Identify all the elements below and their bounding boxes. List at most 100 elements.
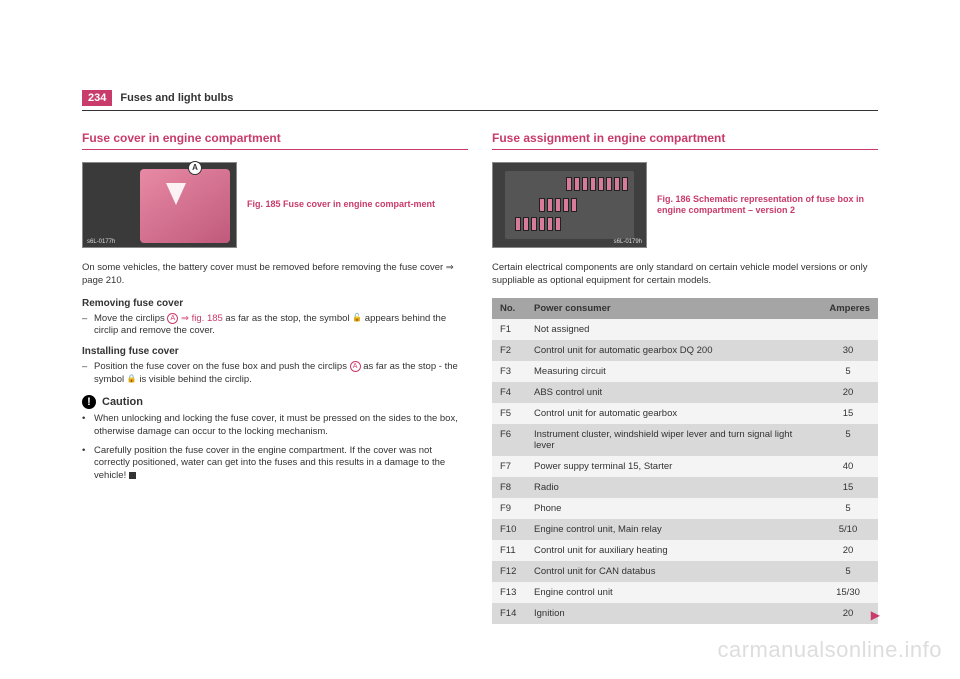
table-row: F7Power suppy terminal 15, Starter40 bbox=[492, 456, 878, 477]
cell-consumer: Radio bbox=[526, 477, 818, 498]
right-column: Fuse assignment in engine compartment bbox=[492, 131, 878, 624]
cell-amp: 30 bbox=[818, 340, 878, 361]
caution-header: ! Caution bbox=[82, 395, 468, 409]
cell-no: F11 bbox=[492, 540, 526, 561]
bullet-icon: • bbox=[82, 445, 94, 483]
page-header: 234 Fuses and light bulbs bbox=[82, 90, 878, 111]
cell-no: F2 bbox=[492, 340, 526, 361]
cell-amp: 15 bbox=[818, 403, 878, 424]
cell-consumer: Power suppy terminal 15, Starter bbox=[526, 456, 818, 477]
manual-page: 234 Fuses and light bulbs Fuse cover in … bbox=[82, 90, 878, 624]
arrow-down-icon bbox=[166, 183, 186, 205]
figure-186-image: s6L-0179h bbox=[492, 162, 647, 248]
cell-consumer: Ignition bbox=[526, 603, 818, 624]
figure-185-image: A s6L-0177h bbox=[82, 162, 237, 248]
fig-ref: ⇒ fig. 185 bbox=[178, 313, 222, 324]
th-amperes: Amperes bbox=[818, 298, 878, 319]
end-of-section-icon bbox=[129, 472, 136, 479]
figure-185: A s6L-0177h Fig. 185 Fuse cover in engin… bbox=[82, 162, 468, 248]
cell-consumer: Control unit for CAN databus bbox=[526, 561, 818, 582]
installing-title: Installing fuse cover bbox=[82, 346, 468, 357]
fuse-row-1 bbox=[566, 177, 628, 191]
marker-a-inline-icon: A bbox=[167, 313, 178, 324]
removing-pre: Move the circlips bbox=[94, 313, 167, 324]
cell-consumer: Control unit for automatic gearbox bbox=[526, 403, 818, 424]
cell-amp: 15/30 bbox=[818, 582, 878, 603]
cell-amp bbox=[818, 319, 878, 340]
right-intro: Certain electrical components are only s… bbox=[492, 262, 878, 288]
removing-step: – Move the circlips A ⇒ fig. 185 as far … bbox=[82, 313, 468, 339]
cell-amp: 40 bbox=[818, 456, 878, 477]
marker-a-icon: A bbox=[188, 161, 202, 175]
cell-no: F7 bbox=[492, 456, 526, 477]
figure-185-caption: Fig. 185 Fuse cover in engine compart-me… bbox=[247, 199, 435, 210]
table-row: F11Control unit for auxiliary heating20 bbox=[492, 540, 878, 561]
installing-step-text: Position the fuse cover on the fuse box … bbox=[94, 361, 468, 387]
cell-no: F9 bbox=[492, 498, 526, 519]
cell-amp: 20 bbox=[818, 382, 878, 403]
figure-186-caption: Fig. 186 Schematic representation of fus… bbox=[657, 194, 878, 217]
installing-step: – Position the fuse cover on the fuse bo… bbox=[82, 361, 468, 387]
caution-icon: ! bbox=[82, 395, 96, 409]
right-heading: Fuse assignment in engine compartment bbox=[492, 131, 878, 150]
table-row: F13Engine control unit15/30 bbox=[492, 582, 878, 603]
lock-icon: 🔒 bbox=[127, 374, 137, 385]
table-row: F2Control unit for automatic gearbox DQ … bbox=[492, 340, 878, 361]
caution-bullet-1: • When unlocking and locking the fuse co… bbox=[82, 413, 468, 439]
content-columns: Fuse cover in engine compartment A s6L-0… bbox=[82, 131, 878, 624]
cell-consumer: Measuring circuit bbox=[526, 361, 818, 382]
caution-text-2: Carefully position the fuse cover in the… bbox=[94, 445, 468, 483]
cell-amp: 5 bbox=[818, 561, 878, 582]
cell-no: F4 bbox=[492, 382, 526, 403]
page-number-badge: 234 bbox=[82, 90, 112, 106]
table-row: F10Engine control unit, Main relay5/10 bbox=[492, 519, 878, 540]
fuse-row-2 bbox=[539, 198, 577, 212]
table-header-row: No. Power consumer Amperes bbox=[492, 298, 878, 319]
unlock-icon: 🔓 bbox=[352, 313, 362, 324]
table-row: F8Radio15 bbox=[492, 477, 878, 498]
table-row: F14Ignition20 bbox=[492, 603, 878, 624]
th-consumer: Power consumer bbox=[526, 298, 818, 319]
cell-no: F13 bbox=[492, 582, 526, 603]
dash-icon: – bbox=[82, 361, 94, 387]
fuse-schematic bbox=[505, 171, 634, 239]
cell-consumer: Engine control unit, Main relay bbox=[526, 519, 818, 540]
installing-post2: is visible behind the circlip. bbox=[137, 374, 252, 385]
caution-text-1: When unlocking and locking the fuse cove… bbox=[94, 413, 468, 439]
cell-no: F6 bbox=[492, 424, 526, 456]
figure-186: s6L-0179h Fig. 186 Schematic representat… bbox=[492, 162, 878, 248]
cell-amp: 15 bbox=[818, 477, 878, 498]
dash-icon: – bbox=[82, 313, 94, 339]
left-column: Fuse cover in engine compartment A s6L-0… bbox=[82, 131, 468, 624]
figure-185-tag: s6L-0177h bbox=[87, 239, 115, 245]
removing-title: Removing fuse cover bbox=[82, 298, 468, 309]
cell-consumer: ABS control unit bbox=[526, 382, 818, 403]
fuse-table: No. Power consumer Amperes F1Not assigne… bbox=[492, 298, 878, 624]
table-row: F3Measuring circuit5 bbox=[492, 361, 878, 382]
cell-amp: 5/10 bbox=[818, 519, 878, 540]
th-no: No. bbox=[492, 298, 526, 319]
removing-step-text: Move the circlips A ⇒ fig. 185 as far as… bbox=[94, 313, 468, 339]
cell-consumer: Control unit for automatic gearbox DQ 20… bbox=[526, 340, 818, 361]
cell-no: F12 bbox=[492, 561, 526, 582]
removing-post1: as far as the stop, the symbol bbox=[223, 313, 352, 324]
cell-consumer: Instrument cluster, windshield wiper lev… bbox=[526, 424, 818, 456]
cell-amp: 5 bbox=[818, 361, 878, 382]
cell-consumer: Phone bbox=[526, 498, 818, 519]
cell-amp: 20 bbox=[818, 540, 878, 561]
cell-no: F5 bbox=[492, 403, 526, 424]
table-row: F9Phone5 bbox=[492, 498, 878, 519]
installing-pre: Position the fuse cover on the fuse box … bbox=[94, 361, 350, 372]
caution-bullet-2: • Carefully position the fuse cover in t… bbox=[82, 445, 468, 483]
cell-consumer: Engine control unit bbox=[526, 582, 818, 603]
fuse-row-3 bbox=[515, 217, 561, 231]
caution-b2-text: Carefully position the fuse cover in the… bbox=[94, 445, 445, 482]
figure-186-tag: s6L-0179h bbox=[614, 239, 642, 245]
cell-no: F14 bbox=[492, 603, 526, 624]
table-row: F12Control unit for CAN databus5 bbox=[492, 561, 878, 582]
caution-label: Caution bbox=[102, 396, 143, 408]
left-intro: On some vehicles, the battery cover must… bbox=[82, 262, 468, 288]
table-row: F5Control unit for automatic gearbox15 bbox=[492, 403, 878, 424]
table-row: F4ABS control unit20 bbox=[492, 382, 878, 403]
cell-no: F1 bbox=[492, 319, 526, 340]
